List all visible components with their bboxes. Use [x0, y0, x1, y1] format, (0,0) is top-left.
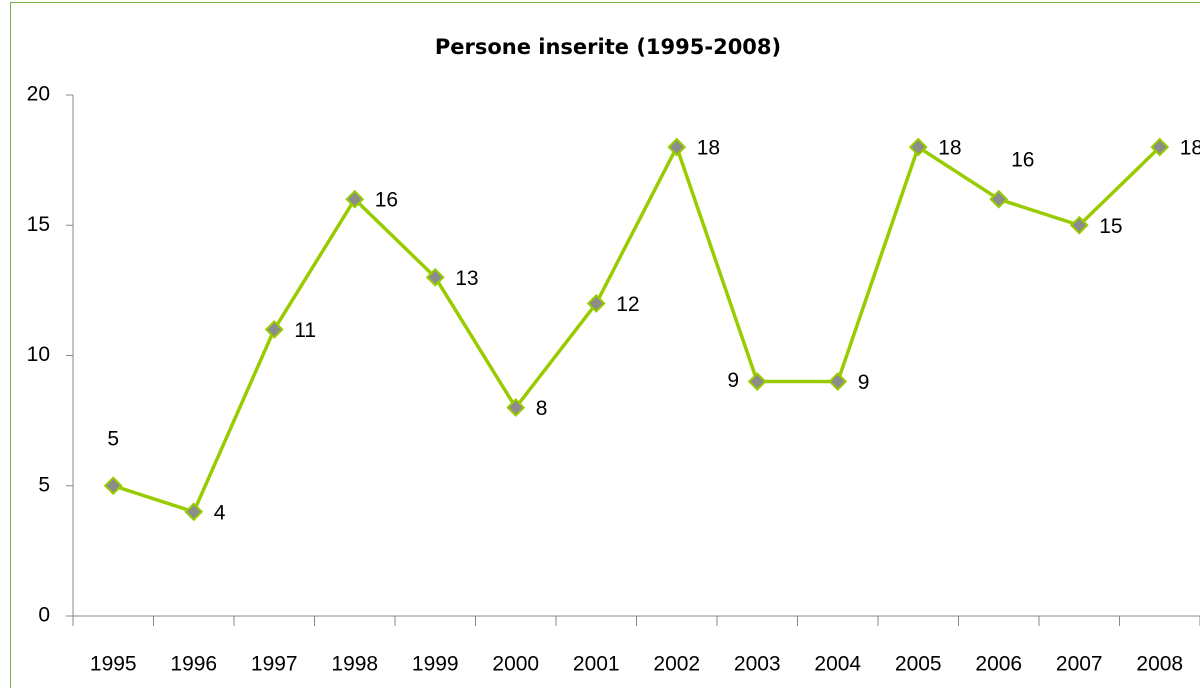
- x-tick-label: 1999: [412, 653, 459, 676]
- data-label: 9: [858, 371, 870, 394]
- x-tick-label: 1996: [170, 653, 217, 676]
- y-tick-label: 15: [27, 213, 50, 236]
- y-tick-label: 10: [27, 343, 50, 366]
- x-tick-label: 2000: [492, 653, 539, 676]
- data-label: 15: [1099, 215, 1122, 238]
- marker: [667, 137, 687, 157]
- x-tick-label: 2003: [734, 653, 781, 676]
- marker: [264, 320, 284, 339]
- marker: [828, 372, 848, 391]
- marker: [1069, 215, 1089, 235]
- marker: [1150, 137, 1170, 157]
- data-label: 18: [1180, 137, 1200, 160]
- x-tick-label: 2008: [1136, 653, 1183, 676]
- data-label: 18: [697, 137, 720, 160]
- marker: [989, 189, 1009, 209]
- data-label: 9: [727, 369, 739, 392]
- x-tick-label: 2005: [895, 653, 942, 676]
- x-tick-label: 1995: [90, 653, 137, 676]
- data-label: 12: [616, 293, 639, 316]
- marker: [103, 476, 123, 496]
- data-label: 13: [455, 267, 478, 290]
- x-tick-label: 2001: [573, 653, 620, 676]
- marker: [506, 398, 526, 418]
- chart-title: Persone inserite (1995-2008): [435, 35, 781, 59]
- x-tick-label: 1998: [331, 653, 378, 676]
- data-label: 11: [294, 319, 316, 342]
- data-label: 4: [214, 501, 226, 524]
- y-tick-label: 20: [27, 83, 50, 106]
- x-tick-label: 2007: [1056, 653, 1103, 676]
- data-label: 16: [375, 189, 398, 212]
- x-tick-label: 2006: [975, 653, 1022, 676]
- marker: [345, 189, 365, 209]
- marker: [747, 372, 767, 391]
- data-label: 16: [1011, 149, 1034, 172]
- line: [112, 145, 1161, 514]
- x-tick-label: 1997: [251, 653, 298, 676]
- data-label: 8: [536, 397, 548, 420]
- marker: [908, 137, 928, 157]
- marker: [184, 502, 204, 522]
- x-tick-label: 2002: [653, 653, 700, 676]
- chart-border: [10, 2, 1200, 688]
- y-tick-label: 5: [38, 473, 50, 496]
- marker: [425, 267, 445, 287]
- y-tick-label: 0: [38, 604, 50, 627]
- x-tick-label: 2004: [814, 653, 861, 676]
- data-label: 18: [938, 137, 961, 160]
- marker: [586, 293, 606, 313]
- data-label: 5: [107, 427, 119, 450]
